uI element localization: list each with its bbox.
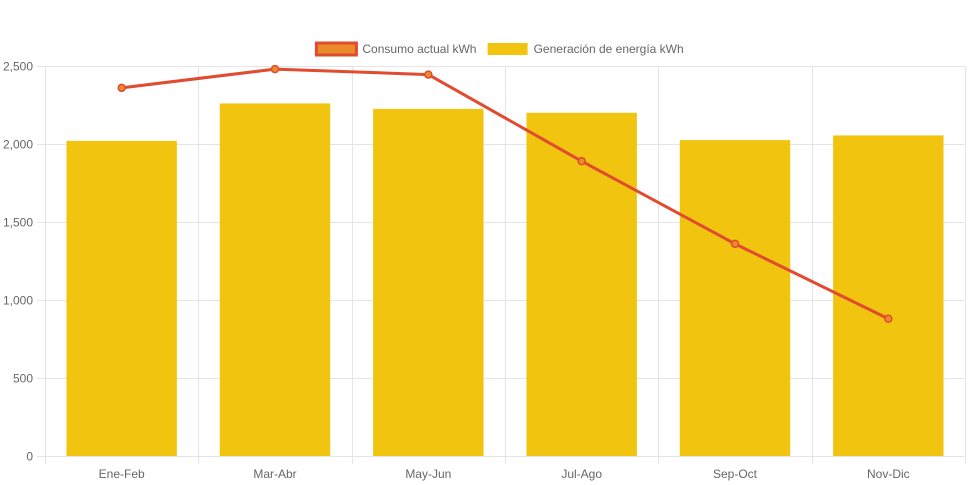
legend-label: Consumo actual kWh (362, 42, 476, 56)
line-point (730, 239, 740, 249)
line-point (884, 314, 893, 323)
line-point (270, 64, 280, 74)
x-tick-label: Nov-Dic (867, 467, 910, 481)
x-tick-label: Sep-Oct (713, 467, 758, 481)
x-tick-label: May-Jun (405, 467, 451, 481)
legend-swatch-bar (487, 43, 528, 55)
line-point (577, 156, 586, 166)
y-tick-label: 1,500 (3, 216, 33, 230)
bar (833, 135, 944, 457)
line-point (424, 70, 433, 79)
grid-lines (37, 66, 966, 464)
axes: 0 500 1,000 1,500 2,000 2,500 Ene-Feb Mar-Abr Ma… (3, 60, 910, 482)
legend: Consumo actual kWh Generación de energía … (314, 41, 684, 57)
y-tick-label: 0 (26, 450, 33, 464)
bar (373, 108, 484, 457)
legend-swatch-line (314, 41, 358, 57)
bar (526, 112, 637, 457)
line-point (117, 83, 126, 93)
line-series (117, 64, 893, 323)
y-tick-label: 2,500 (3, 60, 33, 74)
bar (66, 140, 177, 456)
y-tick-label: 500 (13, 372, 33, 386)
x-tick-label: Mar-Abr (253, 467, 296, 481)
legend-label: Generación de energía kWh (534, 42, 684, 56)
y-tick-label: 1,000 (3, 294, 33, 308)
x-tick-label: Ene-Feb (99, 467, 145, 481)
y-tick-label: 2,000 (3, 138, 33, 152)
x-tick-label: Jul-Ago (561, 467, 602, 481)
bar (219, 103, 331, 456)
bar-series (66, 103, 944, 457)
bar (679, 140, 791, 456)
series-line (121, 67, 889, 321)
